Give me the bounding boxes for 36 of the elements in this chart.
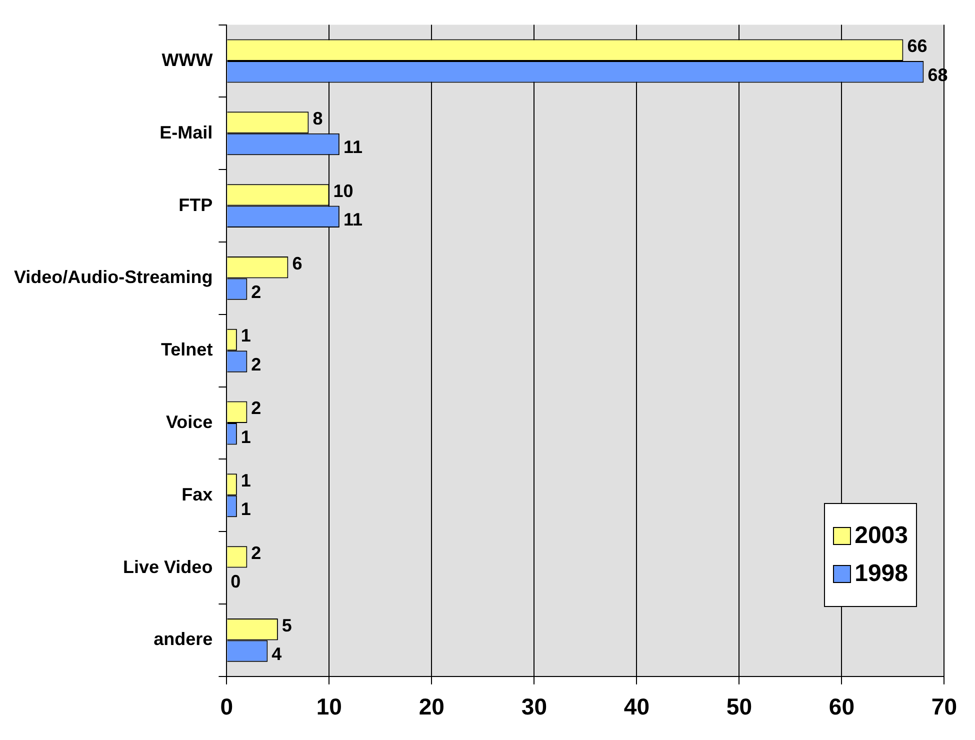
- data-label: 6: [292, 253, 302, 274]
- y-tick-label: andere: [154, 629, 213, 650]
- data-label: 2: [251, 282, 262, 302]
- data-label: 2: [251, 354, 262, 374]
- data-label: 0: [230, 572, 241, 592]
- data-label: 11: [343, 210, 362, 230]
- legend-label: 2003: [854, 522, 908, 550]
- data-label: 4: [272, 644, 282, 664]
- data-label: 66: [907, 36, 928, 56]
- data-label: 2: [251, 542, 262, 563]
- y-tick-label: WWW: [162, 50, 213, 70]
- y-tick-label: Video/Audio-Streaming: [14, 267, 213, 288]
- data-label: 1: [240, 326, 251, 346]
- data-label: 10: [333, 180, 354, 201]
- x-tick-label: 60: [828, 694, 854, 720]
- x-tick-label: 30: [521, 694, 547, 720]
- data-label: 8: [312, 108, 323, 129]
- y-tick-label: Telnet: [161, 340, 213, 360]
- y-tick-label: E-Mail: [160, 122, 213, 142]
- x-tick-label: 10: [316, 694, 342, 720]
- x-tick-label: 40: [624, 694, 650, 720]
- y-tick-label: Fax: [182, 484, 213, 504]
- data-label: 11: [343, 137, 362, 158]
- data-label: 1: [240, 426, 251, 447]
- x-tick-label: 0: [220, 694, 234, 720]
- data-label: 1: [240, 499, 251, 520]
- x-tick-label: 50: [726, 694, 752, 720]
- data-label: 1: [240, 470, 251, 491]
- y-tick-label: Voice: [166, 412, 213, 432]
- legend-label: 1998: [854, 560, 908, 588]
- y-tick-label: Live Video: [122, 556, 213, 577]
- x-tick-label: 70: [931, 694, 958, 720]
- data-label: 5: [282, 615, 292, 636]
- y-tick-label: FTP: [178, 194, 213, 215]
- x-tick-label: 20: [418, 694, 444, 720]
- data-label: 2: [251, 398, 262, 418]
